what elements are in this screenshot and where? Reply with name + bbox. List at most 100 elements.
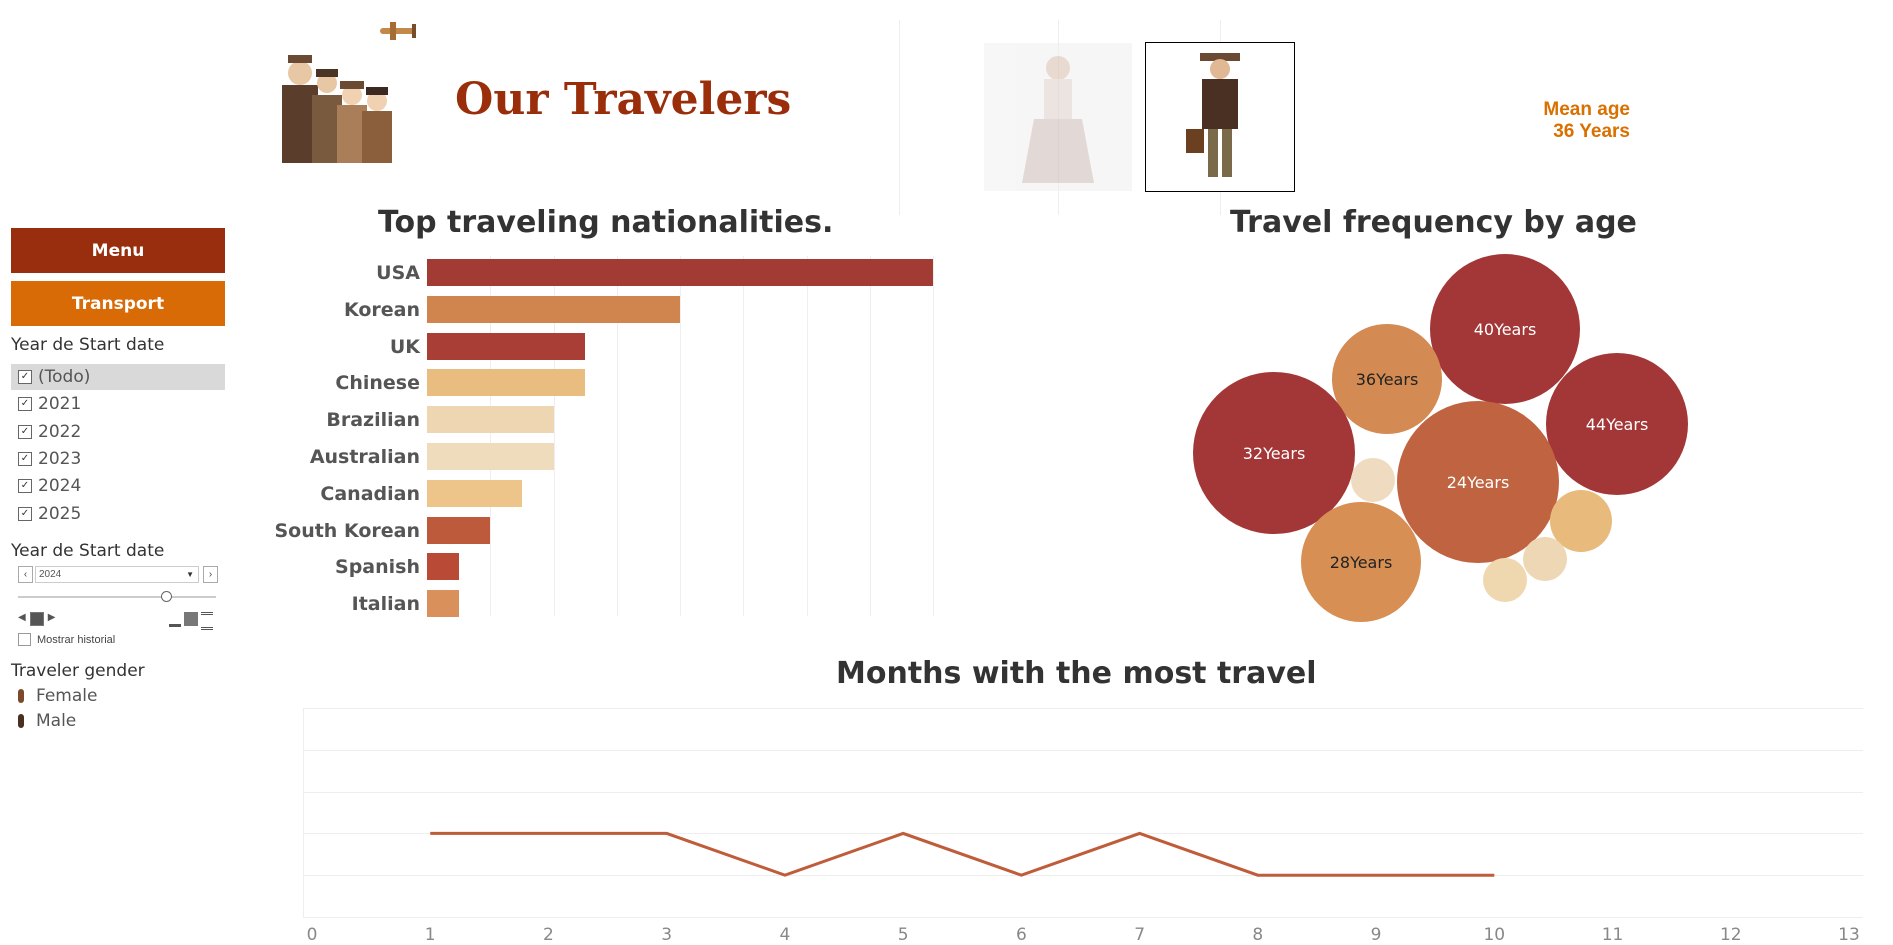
stop-icon[interactable] <box>29 612 44 626</box>
age-bubble[interactable] <box>1550 490 1612 552</box>
bar-label: Canadian <box>320 482 420 505</box>
show-history-label: Mostrar historial <box>37 633 116 646</box>
age-bubble[interactable]: 24Years <box>1397 401 1559 563</box>
female-traveler-image[interactable] <box>984 43 1132 191</box>
checkbox-box[interactable] <box>18 633 31 646</box>
show-history-checkbox[interactable]: Mostrar historial <box>18 633 115 646</box>
year-option[interactable]: ✓ 2023 <box>11 446 225 472</box>
age-bubble[interactable]: 40Years <box>1430 254 1580 404</box>
checkbox-checked-icon[interactable]: ✓ <box>18 479 32 494</box>
bar[interactable] <box>427 443 554 470</box>
female-icon <box>18 689 24 703</box>
x-tick-label: 3 <box>661 925 673 945</box>
nationalities-chart-title: Top traveling nationalities. <box>378 205 834 240</box>
chevron-down-icon: ▼ <box>186 570 194 579</box>
year-option-label: (Todo) <box>38 367 91 387</box>
year-option-label: 2021 <box>38 394 82 415</box>
year-option[interactable]: ✓ (Todo) <box>11 364 225 390</box>
x-tick-label: 9 <box>1370 925 1382 945</box>
checkbox-checked-icon[interactable]: ✓ <box>18 506 32 521</box>
months-chart-title: Months with the most travel <box>836 656 1317 691</box>
year-option[interactable]: ✓ 2022 <box>11 419 225 445</box>
year-slider-label: Year de Start date <box>11 541 165 561</box>
age-bubble[interactable]: 32Years <box>1193 372 1355 534</box>
prev-year-button[interactable]: ‹ <box>18 566 33 583</box>
grid-line <box>303 875 1863 877</box>
grid-line <box>869 256 871 616</box>
bar[interactable] <box>427 259 933 286</box>
bar[interactable] <box>427 553 459 581</box>
age-bubble[interactable]: 44Years <box>1546 353 1688 495</box>
play-icon[interactable]: ▶ <box>47 612 56 623</box>
medium-speed-icon[interactable] <box>184 612 198 626</box>
bar-label: Italian <box>351 593 420 616</box>
age-bubble[interactable] <box>1351 458 1395 502</box>
age-bubble[interactable] <box>1523 537 1567 581</box>
playback-controls[interactable]: ◀ ▶ <box>18 612 68 626</box>
bar[interactable] <box>427 406 554 434</box>
male-traveler-image[interactable] <box>1145 42 1295 192</box>
play-back-icon[interactable]: ◀ <box>18 612 26 623</box>
grid-line <box>806 256 808 616</box>
x-tick-label: 2 <box>543 925 554 945</box>
slow-speed-icon[interactable] <box>169 612 181 627</box>
gender-female[interactable]: Female <box>18 686 97 706</box>
grid-line <box>303 708 1863 709</box>
male-icon <box>18 714 24 728</box>
fast-speed-icon[interactable] <box>201 612 213 630</box>
bar[interactable] <box>427 295 680 323</box>
bar-label: UK <box>389 335 420 358</box>
year-slider[interactable] <box>18 591 216 602</box>
x-tick-label: 5 <box>897 925 909 945</box>
grid-line <box>303 917 1863 918</box>
bar[interactable] <box>427 590 459 618</box>
gender-male[interactable]: Male <box>18 711 76 731</box>
next-year-button[interactable]: › <box>203 566 218 583</box>
grid-line <box>303 791 1863 793</box>
bar-label: Brazilian <box>326 409 420 432</box>
checkbox-checked-icon[interactable]: ✓ <box>18 397 32 412</box>
age-bubble[interactable] <box>1483 558 1527 602</box>
x-tick-label: 6 <box>1015 925 1027 945</box>
series-line[interactable] <box>430 831 1495 877</box>
bar-label: Korean <box>343 298 420 321</box>
menu-button[interactable]: Menu <box>11 228 225 273</box>
bar[interactable] <box>427 369 586 397</box>
year-select[interactable]: 2024 ▼ <box>35 566 199 583</box>
x-tick-label: 8 <box>1252 925 1264 945</box>
year-select-value: 2024 <box>39 569 62 580</box>
travelers-illustration <box>282 45 402 163</box>
bar-label: Chinese <box>335 372 420 395</box>
age-bubble[interactable]: 36Years <box>1332 324 1442 434</box>
bar-label: Spanish <box>335 556 420 579</box>
grid-line <box>743 256 745 616</box>
mean-age-value: 36 Years <box>1553 121 1630 142</box>
slider-handle[interactable] <box>161 591 172 602</box>
checkbox-checked-icon[interactable]: ✓ <box>18 370 32 384</box>
grid-line <box>680 256 681 616</box>
year-option[interactable]: ✓ 2021 <box>11 391 225 417</box>
x-tick-label: 13 <box>1838 925 1860 945</box>
bar[interactable] <box>427 516 491 544</box>
checkbox-checked-icon[interactable]: ✓ <box>18 424 32 439</box>
gender-filter-label: Traveler gender <box>11 661 145 681</box>
x-tick-label: 7 <box>1134 925 1146 945</box>
transport-button[interactable]: Transport <box>11 281 225 326</box>
airplane-icon <box>376 20 424 42</box>
grid-line <box>303 749 1863 751</box>
x-tick-label: 4 <box>779 925 791 945</box>
checkbox-checked-icon[interactable]: ✓ <box>18 451 32 466</box>
axis-line <box>303 708 304 917</box>
bar[interactable] <box>427 479 522 507</box>
speed-controls[interactable] <box>169 612 217 630</box>
bar[interactable] <box>427 332 586 360</box>
grid-line <box>303 833 1863 835</box>
mean-age-label: Mean age <box>1543 99 1630 120</box>
age-bubble[interactable]: 28Years <box>1301 502 1421 622</box>
x-tick-label: 1 <box>424 925 436 945</box>
year-option[interactable]: ✓ 2025 <box>11 501 225 527</box>
year-option[interactable]: ✓ 2024 <box>11 473 225 499</box>
gender-male-label: Male <box>36 711 77 731</box>
year-filter-label: Year de Start date <box>11 335 165 355</box>
